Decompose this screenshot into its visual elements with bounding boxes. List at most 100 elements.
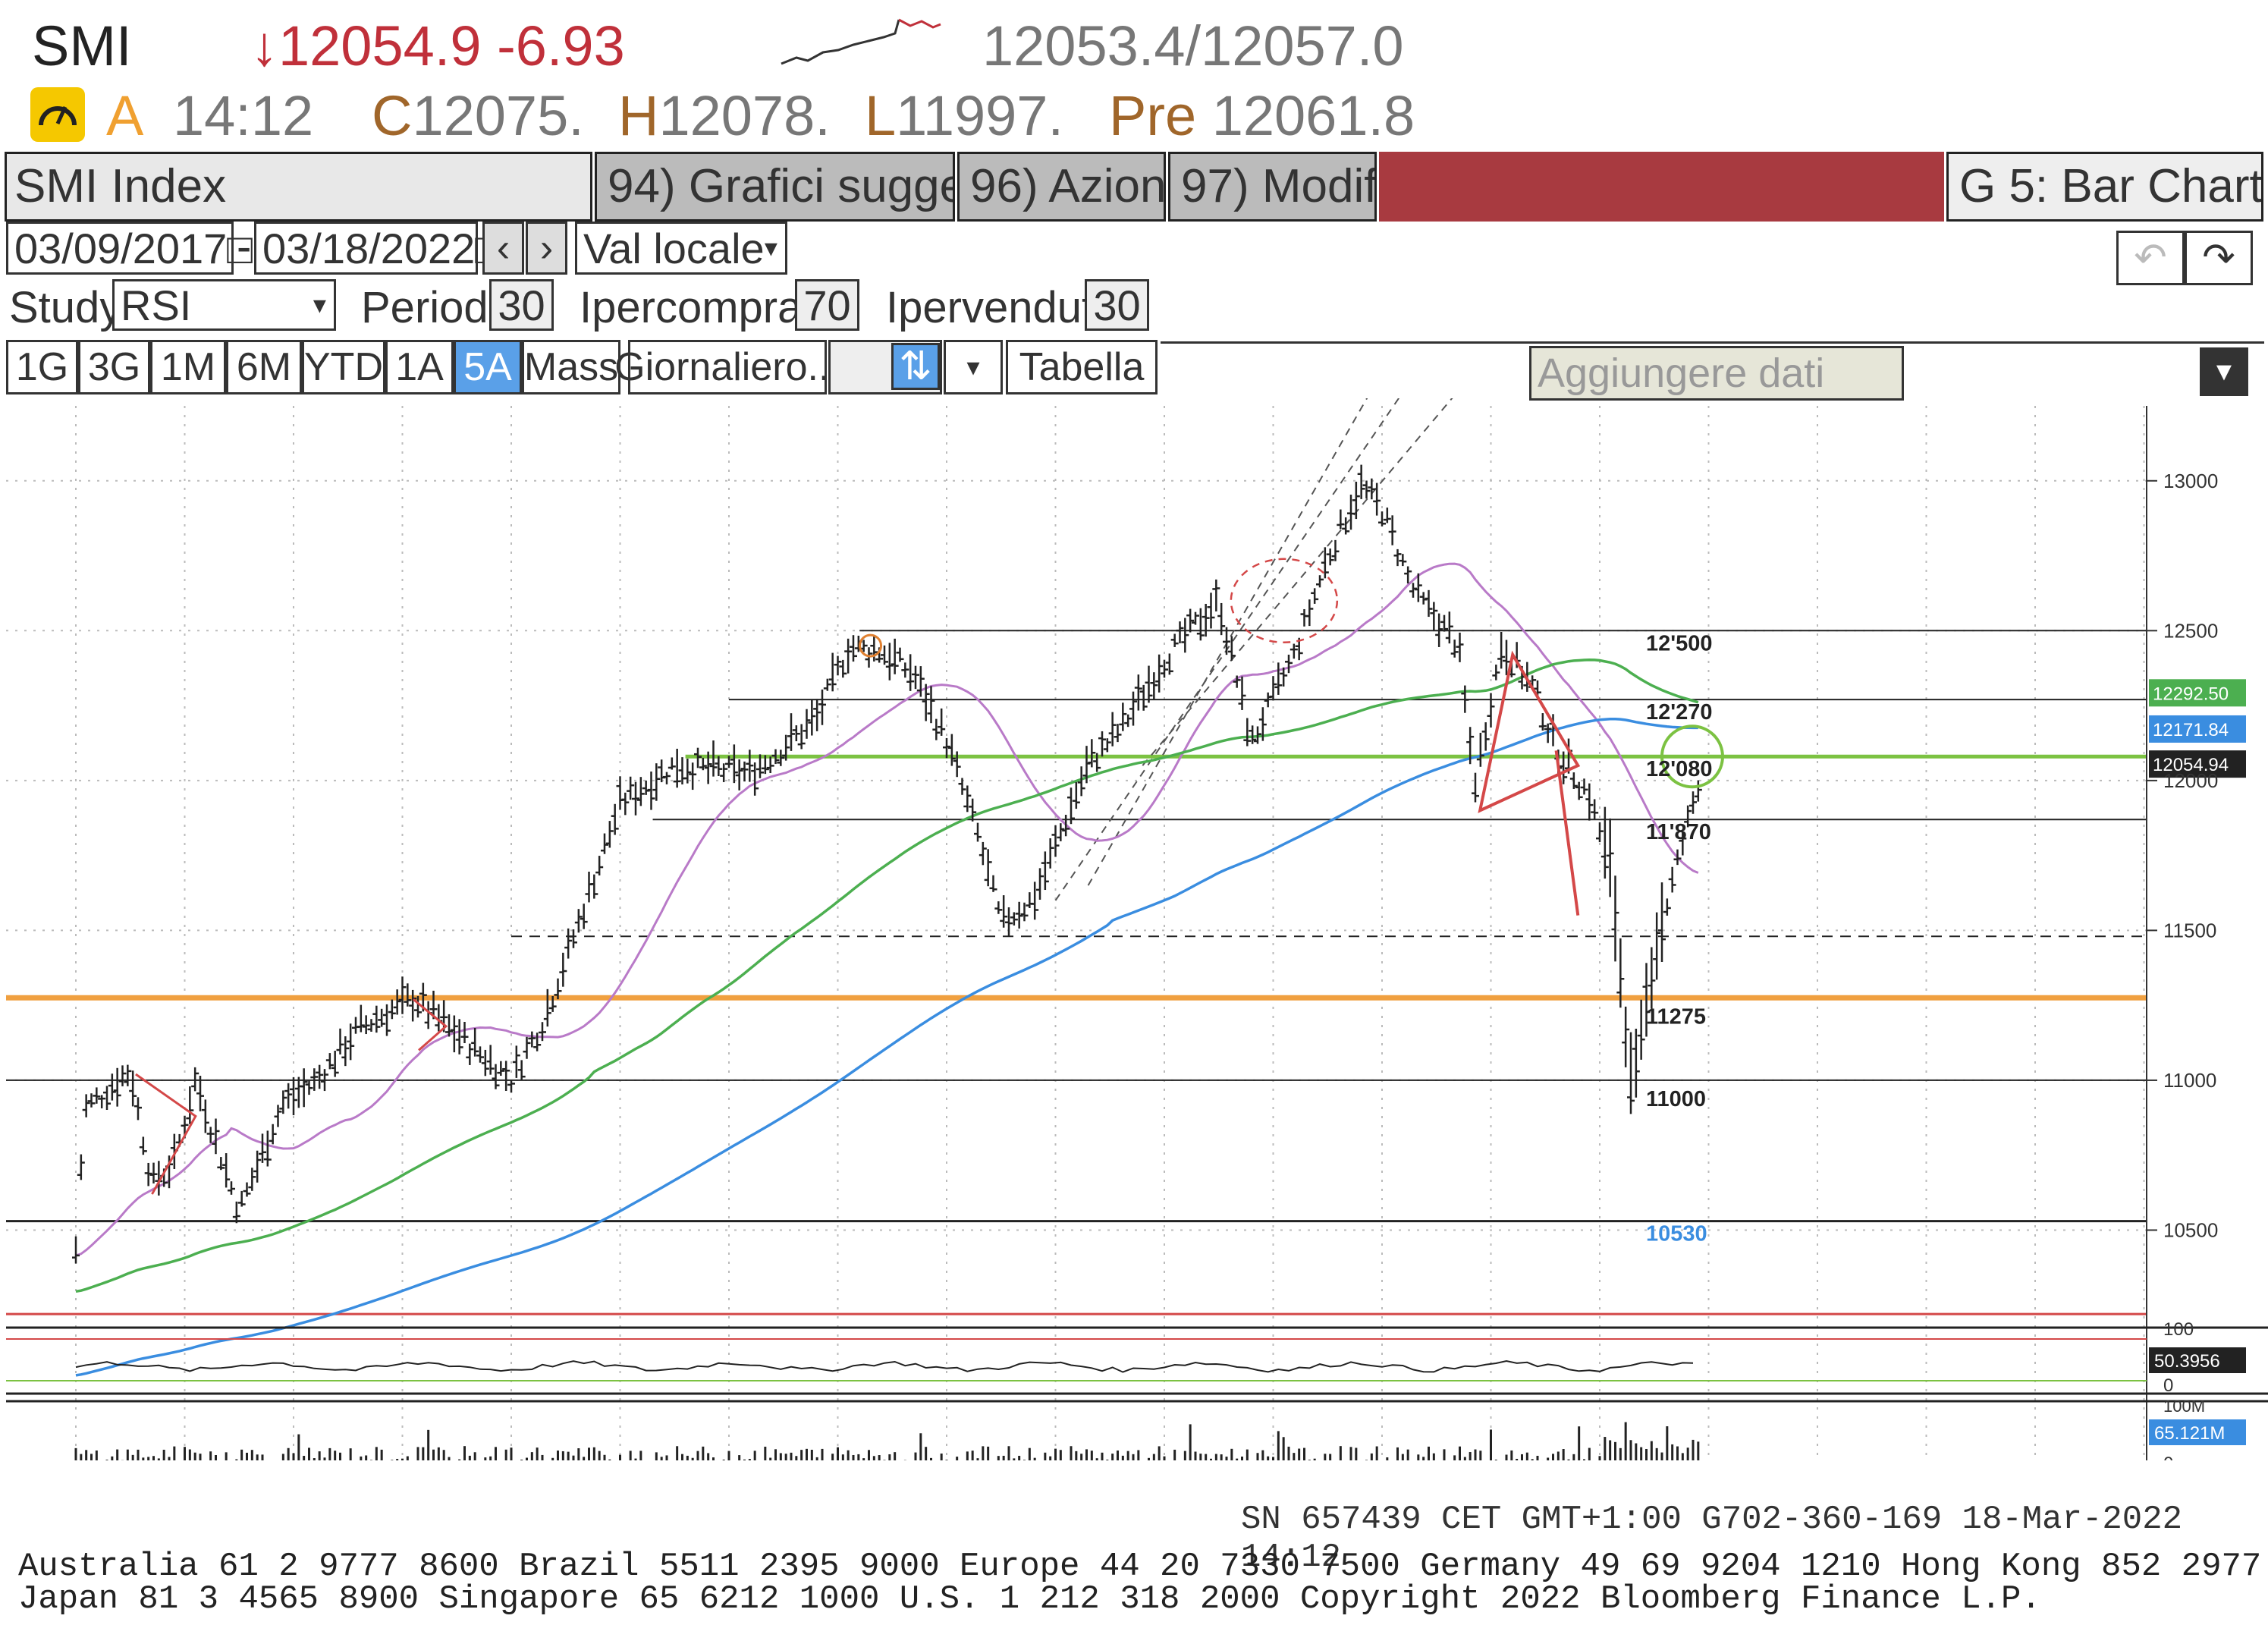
oversold-input[interactable]: 30 [1085, 279, 1149, 331]
close-label: C [372, 84, 413, 147]
red-triangle-annotation [135, 1073, 197, 1195]
pre-group: Pre 12061.8 [1109, 83, 1415, 148]
ma-long-value-tag: 12171.84 [2153, 720, 2229, 740]
period-button-1m[interactable]: 1M [150, 340, 226, 394]
y-tick-label: 11500 [2163, 919, 2216, 941]
suggested-charts-button[interactable]: 94) Grafici suggeriti [595, 152, 955, 222]
period-input[interactable]: 30 [489, 279, 554, 331]
chevron-down-icon: ▾ [764, 234, 777, 262]
chevron-down-icon[interactable]: ▾ [944, 340, 1003, 394]
level-label: 11000 [1646, 1087, 1706, 1111]
toolbar-spacer [1379, 152, 1944, 222]
rsi-scale-max: 100 [2163, 1319, 2194, 1340]
y-tick-label: 11000 [2163, 1069, 2216, 1092]
table-button[interactable]: Tabella [1006, 340, 1158, 394]
gauge-icon[interactable] [30, 87, 85, 142]
ma-mid-value-tag-bg [2149, 679, 2246, 707]
high-value: 12078. [658, 84, 831, 147]
footer-contacts-1: Australia 61 2 9777 8600 Brazil 5511 239… [18, 1548, 2268, 1586]
chevron-down-icon: ▾ [313, 291, 326, 319]
footer-contacts-2: Japan 81 3 4565 8900 Singapore 65 6212 1… [18, 1580, 2041, 1618]
overbought-input[interactable]: 70 [795, 279, 859, 331]
price-change: -6.93 [497, 14, 625, 77]
period-button-ytd[interactable]: YTD [302, 340, 385, 394]
volume-value-tag-bg [2149, 1419, 2246, 1445]
period-button-1a[interactable]: 1A [385, 340, 454, 394]
period-button-6m[interactable]: 6M [226, 340, 302, 394]
modify-menu[interactable]: 97) Modif ▾ [1168, 152, 1377, 222]
level-label: 10530 [1646, 1222, 1707, 1246]
last-price: 12054.9 [278, 14, 482, 77]
close-group: C12075. [372, 83, 584, 148]
undo-button[interactable]: ↶ [2116, 231, 2185, 285]
last-price-group: ↓12054.9 -6.93 [250, 14, 625, 78]
red-line-annotation [1554, 750, 1580, 916]
level-label: 12'270 [1646, 700, 1713, 724]
pre-label: Pre [1109, 84, 1197, 147]
moving-average-mid [75, 658, 1699, 1293]
level-label: 11275 [1646, 1004, 1706, 1029]
sparkline-icon [781, 18, 941, 65]
study-label: Study [9, 283, 122, 332]
ma-mid-value-tag: 12292.50 [2153, 684, 2229, 704]
calendar-icon[interactable]: □ [227, 224, 253, 272]
dropdown-icon[interactable]: ▼ [2200, 347, 2248, 396]
period-button-1g[interactable]: 1G [6, 340, 78, 394]
low-label: L [865, 84, 897, 147]
volume-scale-max: 100M [2163, 1397, 2205, 1416]
next-range-button[interactable]: › [526, 222, 567, 275]
currency-select[interactable]: Val locale ▾ [575, 222, 787, 275]
rsi-value-tag-bg [2149, 1347, 2246, 1373]
rsi-line [75, 1359, 1694, 1373]
high-label: H [618, 84, 659, 147]
high-group: H12078. [618, 83, 831, 148]
period-button-3g[interactable]: 3G [78, 340, 150, 394]
volume-scale-min: 0 [2163, 1454, 2173, 1460]
ticker-symbol: SMI [32, 14, 132, 77]
add-data-field[interactable]: Aggiungere dati [1529, 346, 1904, 401]
channel-line-1 [1054, 398, 1400, 901]
rsi-scale-min: 0 [2163, 1375, 2173, 1396]
period-button-mass[interactable]: Mass [522, 340, 620, 394]
start-date-field[interactable]: 03/09/2017 □ [6, 222, 253, 275]
chart-canvas: 12'500 12'270 12'080 11'870 11275 11000 10530 1… [6, 398, 2268, 1460]
period-button-5a[interactable]: 5A [454, 340, 522, 394]
study-select[interactable]: RSI ▾ [112, 279, 336, 331]
quote-time: 14:12 [173, 84, 314, 147]
y-tick-label: 10500 [2163, 1218, 2218, 1241]
status-letter: A [106, 84, 144, 147]
close-value: 12075. [412, 84, 584, 147]
level-label: 12'500 [1646, 631, 1713, 655]
last-price-tag: 12054.94 [2153, 755, 2229, 775]
period-label: Periodo [361, 283, 513, 332]
footer-info: SN 657439 CET GMT+1:00 G702-360-169 18-M… [1241, 1501, 2183, 1576]
low-group: L11997. [865, 83, 1063, 148]
end-date-field[interactable]: 03/18/2022□ [254, 222, 501, 275]
date-separator: - [237, 222, 252, 272]
security-field[interactable]: SMI Index [5, 152, 592, 222]
start-date-value: 03/09/2017 [14, 224, 228, 272]
currency-value: Val locale [583, 224, 765, 272]
red-triangle-annotation [412, 998, 448, 1051]
chart-type-label[interactable]: G 5: Bar Chart [1946, 152, 2263, 222]
sort-icon[interactable]: ⇅ [891, 343, 940, 390]
level-label: 12'080 [1646, 757, 1713, 781]
redo-button[interactable]: ↷ [2185, 231, 2253, 285]
dashed-circle-annotation [1230, 558, 1339, 644]
low-value: 11997. [896, 84, 1063, 147]
study-value: RSI [121, 281, 192, 329]
moving-average-short [75, 562, 1699, 1257]
green-circle-annotation [1660, 724, 1724, 789]
volume-value-tag: 65.121M [2154, 1423, 2225, 1444]
last-price-tag-bg [2149, 750, 2246, 778]
end-date-value: 03/18/2022 [262, 224, 476, 272]
prev-range-button[interactable]: ‹ [482, 222, 524, 275]
rsi-value-tag: 50.3956 [2154, 1351, 2220, 1372]
ma-long-value-tag-bg [2149, 715, 2246, 743]
y-tick-label: 13000 [2163, 470, 2218, 492]
orange-circle-annotation [859, 633, 883, 658]
actions-menu[interactable]: 96) Azioni ▾ [957, 152, 1166, 222]
moving-average-long [75, 717, 1698, 1377]
y-tick-label: 12000 [2163, 769, 2218, 792]
frequency-select[interactable]: Giornaliero... [614, 340, 840, 394]
